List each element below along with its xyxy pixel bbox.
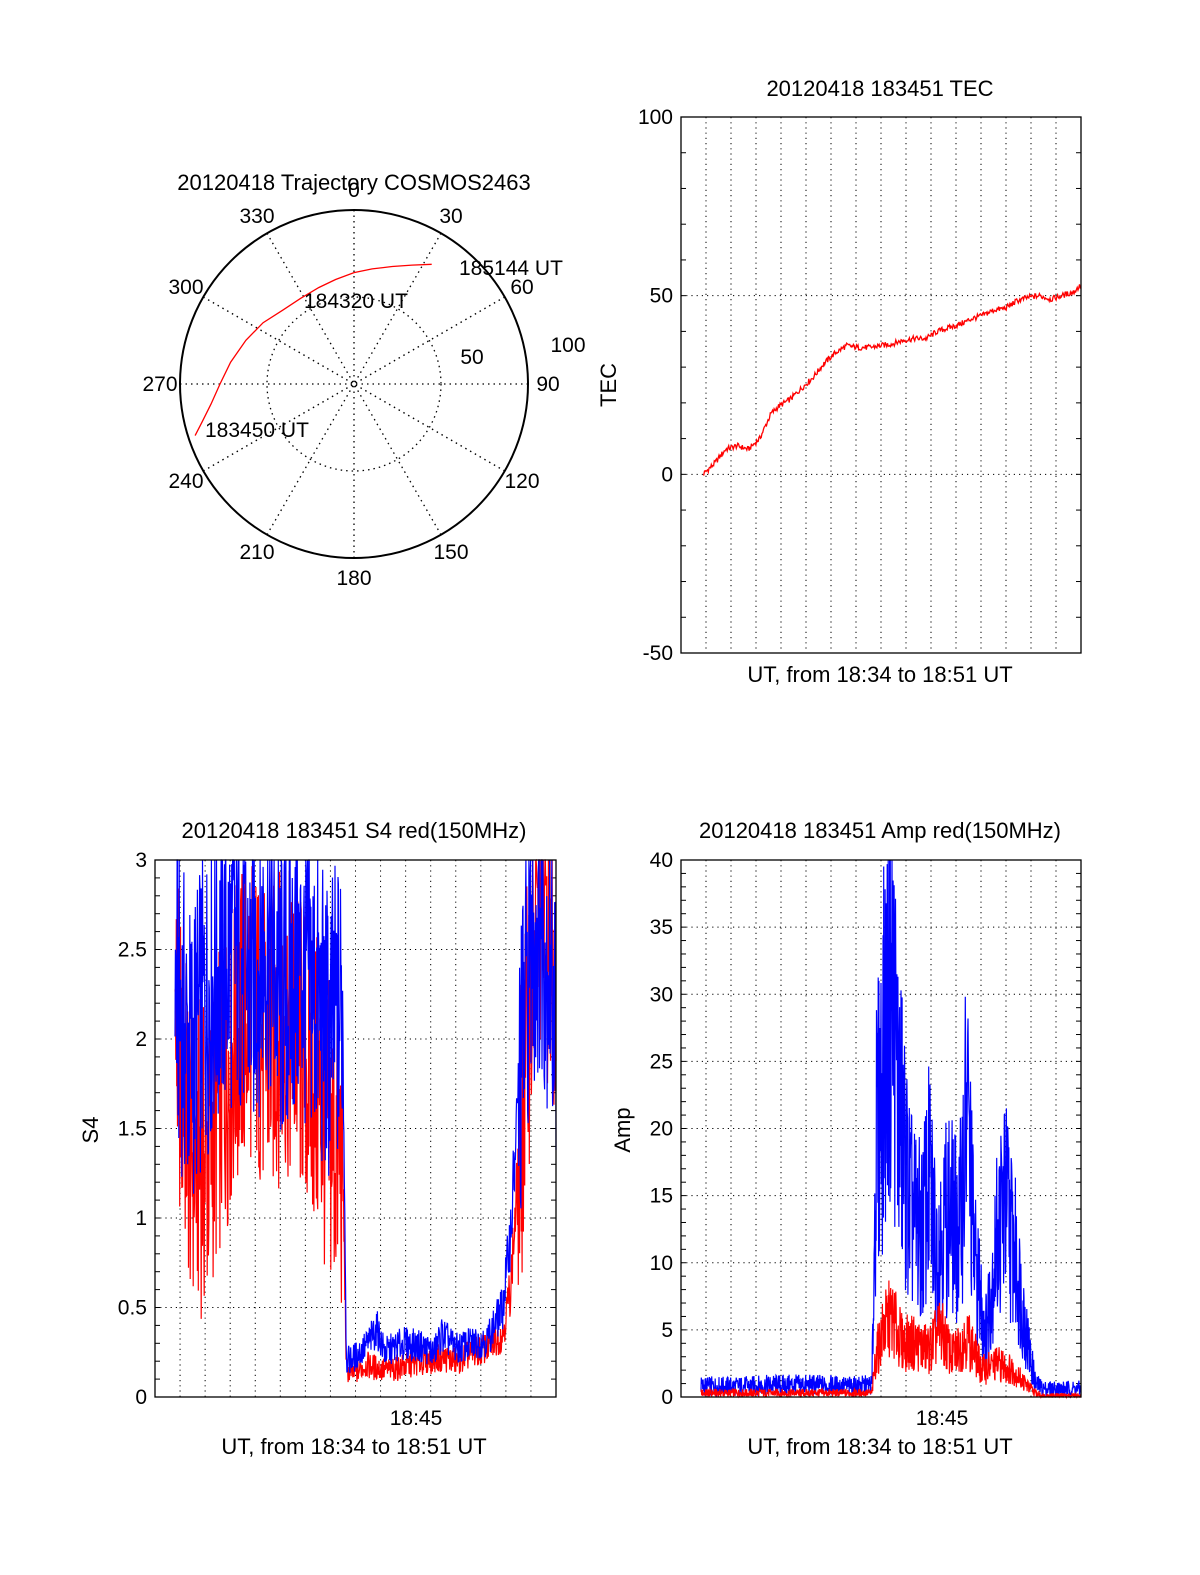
satellite-trajectory-line — [194, 263, 432, 436]
s4-y-tick-label: 0.5 — [118, 1297, 147, 1320]
amp-y-tick-label: 10 — [650, 1252, 673, 1275]
polar-radial-label-50: 50 — [460, 346, 483, 369]
s4-y-tick-label: 2.5 — [118, 939, 147, 962]
amp-x-tick-label: 18:45 — [916, 1407, 969, 1430]
polar-grid — [180, 210, 528, 558]
trajectory-start-time-label: 183450 UT — [205, 419, 309, 442]
amp-panel: 20120418 183451 Amp red(150MHz) 0 5 10 15 20… — [610, 818, 1082, 1459]
tec-panel: 20120418 183451 TEC -50 0 50 100 TEC UT, fr… — [596, 76, 1082, 687]
tec-grid — [681, 116, 1081, 654]
s4-y-tick-label: 1.5 — [118, 1118, 147, 1141]
amp-red-series-line — [700, 1280, 1082, 1400]
polar-azimuth-label: 180 — [336, 567, 371, 590]
s4-blue-series-line — [174, 859, 557, 1373]
amp-y-tick-label: 20 — [650, 1118, 673, 1141]
polar-grid-spoke — [266, 232, 442, 536]
polar-azimuth-labels: 0 30 60 90 120 150 180 210 240 270 300 330 — [142, 179, 559, 590]
s4-x-tick-label: 18:45 — [390, 1407, 443, 1430]
amp-grid — [681, 859, 1081, 1398]
trajectory-end-time-label: 185144 UT — [459, 257, 563, 280]
polar-title: 20120418 Trajectory COSMOS2463 — [177, 170, 530, 195]
trajectory-mid-time-label: 184320 UT — [304, 290, 408, 313]
polar-grid-circle-50 — [266, 296, 442, 472]
polar-azimuth-label: 270 — [142, 373, 177, 396]
tec-y-axis-label: TEC — [596, 363, 621, 407]
polar-panel: 20120418 Trajectory COSMOS2463 0 30 60 90 12… — [142, 170, 585, 590]
amp-y-tick-label: 0 — [661, 1386, 673, 1409]
amp-y-tick-label: 35 — [650, 916, 673, 939]
polar-azimuth-label: 300 — [168, 276, 203, 299]
polar-azimuth-label: 150 — [433, 541, 468, 564]
tec-series-line — [702, 284, 1082, 476]
s4-y-axis-label: S4 — [78, 1117, 103, 1144]
tec-plot-frame — [680, 116, 1082, 654]
s4-y-tick-label: 2 — [135, 1028, 147, 1051]
polar-grid-spoke — [266, 232, 442, 536]
s4-title: 20120418 183451 S4 red(150MHz) — [182, 818, 527, 843]
amp-blue-series-line — [700, 859, 1082, 1399]
tec-y-tick-label: 50 — [650, 285, 673, 308]
s4-y-tick-label: 3 — [135, 849, 147, 872]
tec-title: 20120418 183451 TEC — [766, 76, 993, 101]
amp-y-tick-label: 40 — [650, 849, 673, 872]
polar-outer-circle — [179, 209, 529, 559]
s4-y-tick-labels: 0 0.5 1 1.5 2 2.5 3 — [118, 849, 147, 1409]
polar-azimuth-label: 330 — [239, 205, 274, 228]
tec-y-tick-label: 0 — [661, 463, 673, 486]
s4-y-tick-label: 1 — [135, 1207, 147, 1230]
polar-azimuth-label: 60 — [510, 276, 533, 299]
amp-y-tick-label: 15 — [650, 1185, 673, 1208]
amp-y-tick-label: 5 — [661, 1319, 673, 1342]
amp-y-axis-label: Amp — [610, 1107, 635, 1152]
s4-plot-frame — [154, 859, 557, 1398]
polar-azimuth-label: 120 — [504, 470, 539, 493]
s4-panel: 20120418 183451 S4 red(150MHz) 0 0.5 1 1.5 2… — [78, 818, 557, 1459]
s4-x-axis-label: UT, from 18:34 to 18:51 UT — [221, 1434, 486, 1459]
tec-x-axis-label: UT, from 18:34 to 18:51 UT — [747, 662, 1012, 687]
polar-azimuth-label: 210 — [239, 541, 274, 564]
polar-azimuth-label: 240 — [168, 470, 203, 493]
polar-radial-label-100: 100 — [550, 334, 585, 357]
polar-azimuth-label: 90 — [536, 373, 559, 396]
amp-x-axis-label: UT, from 18:34 to 18:51 UT — [747, 1434, 1012, 1459]
amp-y-tick-labels: 0 5 10 15 20 25 30 35 40 — [650, 849, 673, 1409]
amp-y-tick-label: 25 — [650, 1050, 673, 1073]
amp-plot-frame — [680, 859, 1082, 1398]
polar-azimuth-label: 0 — [348, 179, 360, 202]
tec-y-tick-labels: -50 0 50 100 — [638, 106, 673, 665]
amp-y-tick-label: 30 — [650, 983, 673, 1006]
polar-azimuth-label: 30 — [439, 205, 462, 228]
tec-y-tick-label: 100 — [638, 106, 673, 129]
amp-title: 20120418 183451 Amp red(150MHz) — [699, 818, 1061, 843]
tec-y-tick-label: -50 — [643, 642, 673, 665]
s4-y-tick-label: 0 — [135, 1386, 147, 1409]
